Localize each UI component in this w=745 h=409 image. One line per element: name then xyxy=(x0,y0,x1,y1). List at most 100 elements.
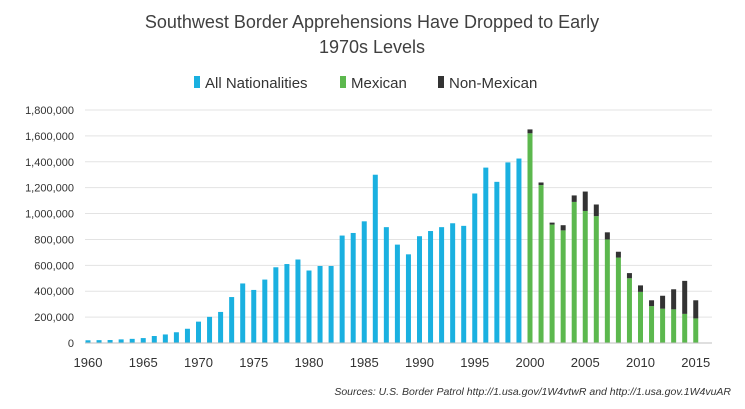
bar-all-nationalities xyxy=(173,332,179,343)
bar-all-nationalities xyxy=(306,270,312,343)
bar-mexican xyxy=(660,308,666,343)
gridlines xyxy=(85,109,712,318)
bar-mexican xyxy=(593,216,599,343)
bar-non-mexican xyxy=(693,300,699,319)
bar-mexican xyxy=(527,133,533,343)
bar-non-mexican xyxy=(649,300,655,307)
bar-all-nationalities xyxy=(295,259,301,343)
bar-mexican xyxy=(582,210,588,343)
x-tick-label: 1990 xyxy=(405,355,434,370)
bar-non-mexican xyxy=(638,285,643,292)
bar-all-nationalities xyxy=(229,297,235,343)
bar-mexican xyxy=(626,278,632,343)
bar-non-mexican xyxy=(549,222,555,225)
bar-all-nationalities xyxy=(251,289,257,343)
bar-all-nationalities xyxy=(494,181,500,343)
x-tick-label: 2000 xyxy=(516,355,545,370)
y-tick-label: 1,000,000 xyxy=(25,209,74,221)
bar-mexican xyxy=(571,201,577,343)
bar-mexican xyxy=(693,318,699,343)
bar-all-nationalities xyxy=(196,321,201,343)
x-tick-label: 1965 xyxy=(129,355,158,370)
x-tick-label: 1980 xyxy=(295,355,324,370)
x-tick-label: 1960 xyxy=(74,355,103,370)
bar-all-nationalities xyxy=(151,336,157,343)
y-tick-label: 200,000 xyxy=(34,312,74,324)
bar-all-nationalities xyxy=(383,227,389,343)
y-tick-label: 1,800,000 xyxy=(25,105,74,117)
legend-label: Mexican xyxy=(351,75,407,92)
x-tick-label: 2010 xyxy=(626,355,655,370)
bar-non-mexican xyxy=(660,295,666,309)
x-tick-label: 1995 xyxy=(460,355,489,370)
bar-non-mexican xyxy=(615,251,621,258)
bar-all-nationalities xyxy=(372,174,378,343)
y-tick-label: 1,600,000 xyxy=(25,131,74,143)
y-tick-label: 1,400,000 xyxy=(25,157,74,169)
bar-all-nationalities xyxy=(339,235,345,343)
legend-label: Non-Mexican xyxy=(449,75,537,92)
legend-swatch xyxy=(340,76,346,88)
bar-mexican xyxy=(615,257,621,343)
legend-label: All Nationalities xyxy=(205,75,308,92)
x-tick-label: 2005 xyxy=(571,355,600,370)
bar-mexican xyxy=(604,239,610,343)
bar-all-nationalities xyxy=(505,162,511,343)
bar-all-nationalities xyxy=(129,338,135,343)
bar-all-nationalities xyxy=(516,158,522,343)
bar-all-nationalities xyxy=(140,338,146,343)
bar-non-mexican xyxy=(604,232,610,240)
bar-all-nationalities xyxy=(162,334,168,343)
bar-mexican xyxy=(649,306,655,343)
chart-title-line-2: 1970s Levels xyxy=(319,37,425,57)
bar-all-nationalities xyxy=(317,265,323,343)
bar-all-nationalities xyxy=(361,221,367,343)
bar-all-nationalities xyxy=(472,193,478,343)
bar-all-nationalities xyxy=(218,311,224,343)
bar-non-mexican xyxy=(682,280,688,314)
y-tick-label: 800,000 xyxy=(34,234,74,246)
bar-all-nationalities xyxy=(428,231,434,343)
x-tick-label: 1970 xyxy=(184,355,213,370)
y-axis-tick-labels: 0 200,000 400,000 600,000 800,000 1,000,000 1,… xyxy=(25,105,74,350)
x-tick-label: 2015 xyxy=(681,355,710,370)
bar-all-nationalities xyxy=(96,340,102,343)
bar-mexican xyxy=(549,224,555,343)
bar-all-nationalities xyxy=(328,265,334,343)
bar-all-nationalities xyxy=(184,328,190,343)
bar-all-nationalities xyxy=(483,167,489,343)
bar-non-mexican xyxy=(593,204,599,217)
bar-all-nationalities xyxy=(207,316,213,343)
bar-non-mexican xyxy=(626,273,632,279)
bar-all-nationalities xyxy=(118,339,124,343)
bar-mexican xyxy=(671,309,677,343)
bar-non-mexican xyxy=(582,191,588,211)
x-axis-tick-labels: 1960 1965 1970 1975 1980 1985 1990 1995 2000 2005… xyxy=(74,355,711,370)
legend: All Nationalities Mexican Non-Mexican xyxy=(194,75,537,92)
bar-mexican xyxy=(560,230,566,343)
x-tick-label: 1975 xyxy=(239,355,268,370)
bar-all-nationalities xyxy=(417,236,422,343)
bar-all-nationalities xyxy=(439,227,445,343)
bar-all-nationalities xyxy=(405,254,411,343)
legend-swatch xyxy=(194,76,200,88)
bars xyxy=(85,129,699,343)
x-tick-label: 1985 xyxy=(350,355,379,370)
bar-all-nationalities xyxy=(450,223,456,343)
bar-non-mexican xyxy=(527,129,533,134)
y-tick-label: 600,000 xyxy=(34,260,74,272)
bar-all-nationalities xyxy=(350,232,356,343)
y-tick-label: 1,200,000 xyxy=(25,183,74,195)
bar-mexican xyxy=(538,185,544,343)
bar-all-nationalities xyxy=(262,279,268,343)
bar-all-nationalities xyxy=(240,283,246,343)
chart-title-line-1: Southwest Border Apprehensions Have Drop… xyxy=(145,12,599,32)
y-tick-label: 400,000 xyxy=(34,286,74,298)
bar-non-mexican xyxy=(538,182,544,186)
bar-all-nationalities xyxy=(85,340,91,343)
bar-non-mexican xyxy=(671,289,677,310)
bar-all-nationalities xyxy=(394,244,400,343)
bar-mexican xyxy=(638,291,643,343)
bar-all-nationalities xyxy=(461,225,467,343)
